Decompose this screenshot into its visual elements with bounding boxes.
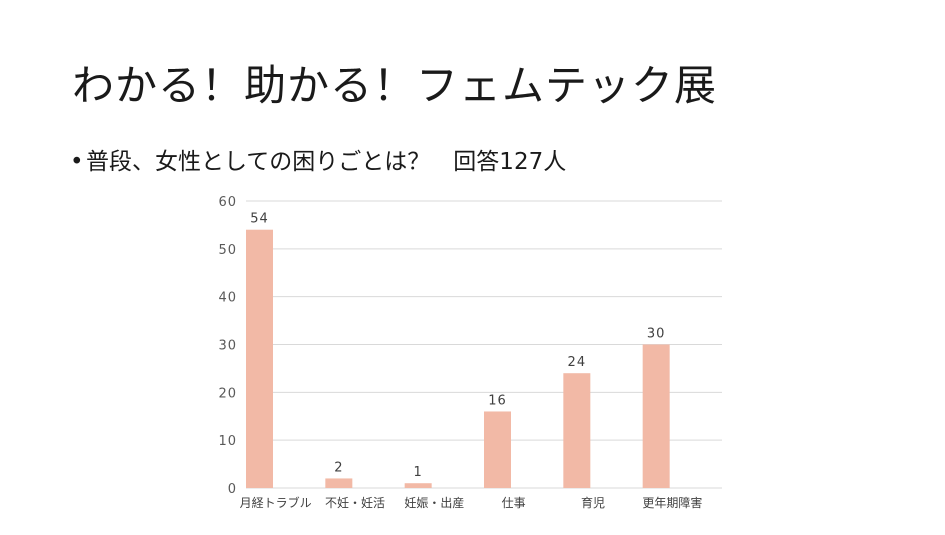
x-tick-label: 妊娠・出産 (404, 495, 464, 510)
data-label: 30 (647, 327, 666, 342)
y-tick-label: 60 (218, 195, 237, 210)
bar (484, 411, 511, 488)
bullet-marker: • (70, 149, 84, 175)
bar (642, 344, 670, 488)
data-label: 24 (568, 355, 587, 370)
x-tick-label: 月経トラブル (240, 495, 312, 510)
y-tick-label: 10 (218, 434, 237, 449)
slide-title: わかる！助かる！フェムテック展 (72, 61, 718, 110)
bar (246, 229, 273, 488)
y-tick-label: 50 (218, 243, 237, 258)
x-tick-label: 育児 (581, 495, 605, 510)
y-tick-label: 40 (218, 291, 237, 306)
data-label: 16 (488, 393, 507, 408)
x-tick-label: 不妊・妊活 (325, 496, 385, 510)
data-label: 1 (414, 465, 423, 480)
y-tick-label: 30 (218, 339, 237, 354)
data-label: 54 (250, 212, 269, 227)
bar (563, 373, 591, 488)
bar (404, 483, 432, 488)
data-label: 2 (334, 460, 343, 475)
bar (325, 478, 353, 488)
x-tick-label: 仕事 (502, 496, 526, 510)
bullet-item: • 普段、女性としての困りごとは？ 回答127人 (70, 142, 566, 176)
bullet-text: 普段、女性としての困りごとは？ 回答127人 (86, 149, 567, 175)
y-tick-label: 0 (228, 482, 237, 497)
y-tick-label: 20 (218, 386, 237, 401)
x-tick-label: 更年期障害 (642, 495, 702, 510)
